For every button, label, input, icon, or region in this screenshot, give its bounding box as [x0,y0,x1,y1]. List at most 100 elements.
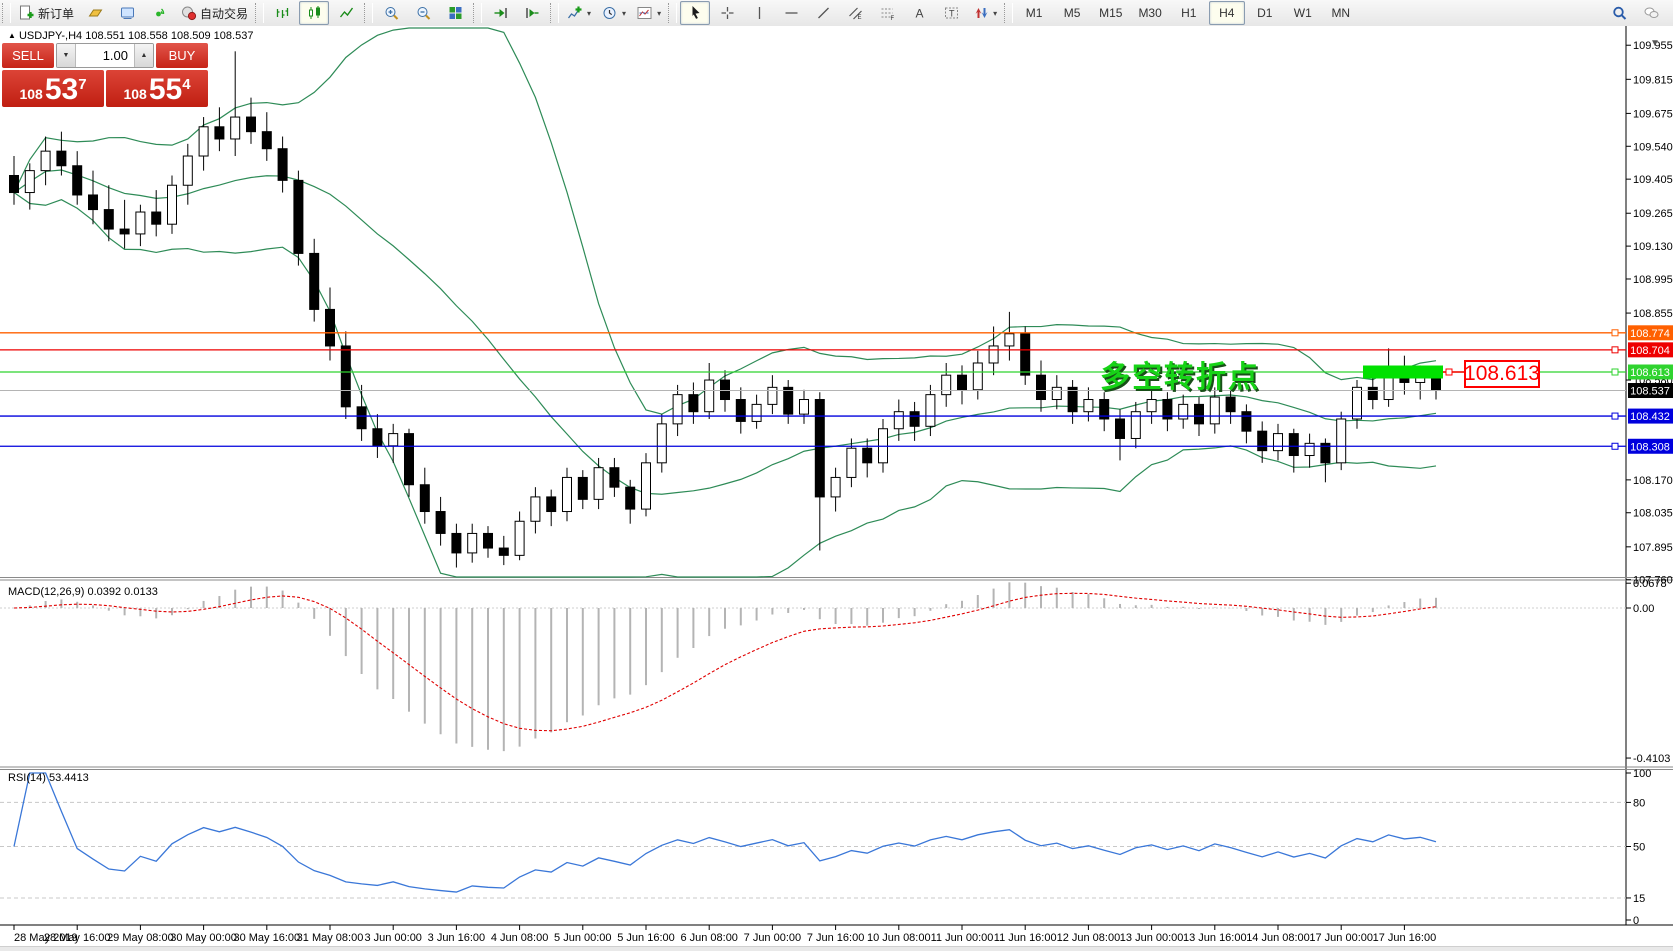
periods-button[interactable]: ▾ [597,1,630,25]
svg-text:11 Jun 16:00: 11 Jun 16:00 [994,932,1057,944]
toolbar-grip[interactable] [2,3,11,23]
chevron-down-icon: ▾ [657,8,662,18]
volume-decrease-button[interactable]: ▼ [57,44,76,67]
tile-windows-button[interactable] [440,1,470,25]
svg-text:5 Jun 00:00: 5 Jun 00:00 [554,932,612,944]
svg-text:108.855: 108.855 [1633,308,1673,320]
chart-canvas[interactable]: 109.955 109.815 109.675 109.540 109.405 109.2… [0,26,1673,947]
channel-button[interactable]: E [840,1,870,25]
tf-button-M1[interactable]: M1 [1025,6,1043,20]
vline-icon [758,7,760,19]
buy-price-sup: 4 [182,76,191,93]
one-click-trading-panel: SELL ▼ 1.00 ▲ BUY 108 53 7 108 55 4 [2,43,208,107]
toolbar-grip[interactable] [1004,3,1014,23]
text-button[interactable]: A [904,1,934,25]
candlestick-button[interactable] [299,1,330,25]
new-chart-button[interactable] [80,1,110,25]
tf-button-H4[interactable]: H4 [1208,1,1245,25]
tf-button-W1[interactable]: W1 [1293,6,1312,20]
new-order-button[interactable]: 新订单 [14,1,78,25]
tf-button-M5[interactable]: M5 [1063,6,1081,20]
zoom-in-icon [385,7,398,20]
svg-text:108.308: 108.308 [1630,441,1670,453]
svg-text:108.704: 108.704 [1630,345,1670,357]
symbol-collapse-icon[interactable]: ▲ [8,31,16,40]
sell-button[interactable]: SELL [2,43,54,68]
svg-text:108.774: 108.774 [1630,328,1670,340]
buy-price-box[interactable]: 108 55 4 [106,70,208,107]
price-flag-label[interactable]: 108.613 [1464,360,1540,388]
toolbar-grip[interactable] [473,3,483,23]
signals-button[interactable] [144,1,174,25]
zoom-out-button[interactable] [408,1,438,25]
svg-text:3 Jun 16:00: 3 Jun 16:00 [428,932,486,944]
hlines[interactable] [0,329,1626,450]
chart-annotation[interactable]: 多空转折点 [1100,361,1260,394]
svg-text:109.130: 109.130 [1633,241,1673,253]
svg-text:3 Jun 00:00: 3 Jun 00:00 [364,932,422,944]
sell-price-box[interactable]: 108 53 7 [2,70,104,107]
text-label-button[interactable]: T [936,1,966,25]
highlight[interactable] [1363,365,1464,379]
toolbar-grip[interactable] [364,3,374,23]
vline-button[interactable] [744,1,774,25]
toolbar-grip[interactable] [668,3,678,23]
tf-button-D1[interactable]: D1 [1257,6,1273,20]
toolbar-grip[interactable] [550,3,560,23]
svg-text:80: 80 [1633,797,1645,809]
macd-pane: 0.0678 0.00 -0.4103 [0,578,1670,765]
cursor-icon [692,6,700,19]
crosshair-button[interactable] [712,1,742,25]
volume-value[interactable]: 1.00 [102,48,128,63]
indicators-button[interactable]: ▾ [562,1,595,25]
fibonacci-button[interactable]: F [872,1,902,25]
toolbar-grip[interactable] [255,3,265,23]
candles [9,51,1441,568]
zoom-in-button[interactable] [376,1,406,25]
cursor-button[interactable] [680,1,711,25]
svg-text:13 Jun 00:00: 13 Jun 00:00 [1120,932,1184,944]
svg-text:107.760: 107.760 [1633,575,1673,587]
autotrade-button[interactable]: 自动交易 [176,1,252,25]
buy-price-big: 55 [148,73,183,106]
svg-text:108.537: 108.537 [1630,386,1670,398]
scroll-position-icon[interactable]: ▼ [1650,38,1660,49]
tf-button-H1[interactable]: H1 [1181,6,1197,20]
hline-button[interactable] [776,1,806,25]
profiles-icon [120,7,134,19]
volume-increase-button[interactable]: ▲ [134,44,153,67]
hline-icon [785,12,798,14]
arrows-icon [975,8,988,18]
tf-button-M30[interactable]: M30 [1138,6,1162,20]
auto-scroll-button[interactable] [485,1,515,25]
templates-button[interactable]: ▾ [632,1,665,25]
price-axis[interactable]: 109.955 109.815 109.675 109.540 109.405 109.2… [1626,40,1673,587]
arrows-button[interactable]: ▾ [968,1,1001,25]
svg-text:109.405: 109.405 [1633,174,1673,186]
trendline-button[interactable] [808,1,838,25]
search-button[interactable] [1604,1,1634,25]
buy-button[interactable]: BUY [156,43,208,68]
rsi-pane: 100 80 50 15 0 [0,768,1651,927]
svg-text:108.613: 108.613 [1630,367,1670,379]
chat-button[interactable] [1636,1,1666,25]
svg-text:100: 100 [1633,768,1651,780]
svg-text:7 Jun 16:00: 7 Jun 16:00 [807,932,865,944]
autotrade-icon [182,6,197,21]
crosshair-icon [721,7,734,19]
tf-button-M15[interactable]: M15 [1099,6,1123,20]
bar-chart-icon [276,8,288,18]
chart-shift-button[interactable] [517,1,547,25]
tf-button-MN[interactable]: MN [1331,6,1351,20]
svg-text:109.955: 109.955 [1633,40,1673,52]
profiles-button[interactable] [112,1,142,25]
svg-text:6 Jun 08:00: 6 Jun 08:00 [680,932,738,944]
bar-chart-button[interactable] [267,1,297,25]
line-chart-button[interactable] [331,1,361,25]
svg-text:12 Jun 08:00: 12 Jun 08:00 [1057,932,1121,944]
svg-text:5 Jun 16:00: 5 Jun 16:00 [617,932,675,944]
chevron-down-icon: ▾ [993,8,998,18]
timeframe-group: M1 M5 M15 M30 H1 H4 D1 W1 MN [1015,1,1360,25]
svg-text:107.895: 107.895 [1633,542,1673,554]
